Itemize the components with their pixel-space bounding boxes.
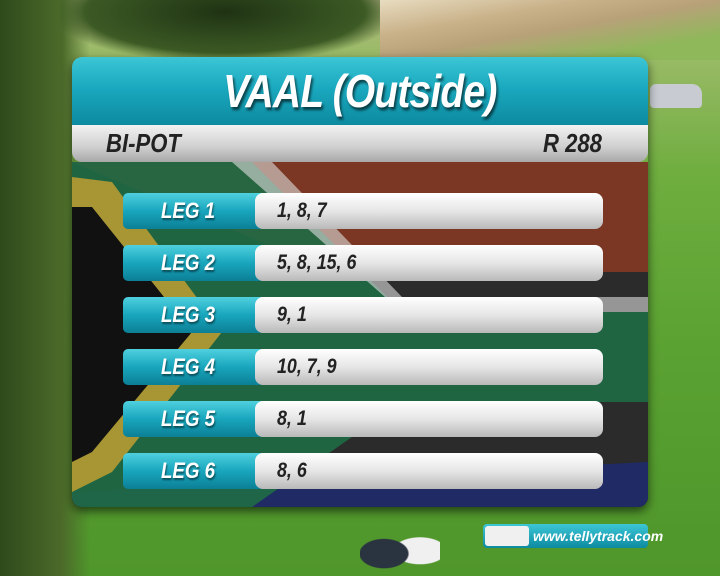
leg-label: LEG 4 <box>123 349 263 385</box>
title-text: VAAL (Outside) <box>223 65 497 117</box>
leg-value: 5, 8, 15, 6 <box>255 245 603 281</box>
leg-row: LEG 5 8, 1 <box>123 401 603 437</box>
tellytrack-logo <box>485 526 529 546</box>
bet-panel: VAAL (Outside) BI-POT R 288 LEG 1 1, 8, 7… <box>72 57 648 507</box>
background-racetrack <box>380 0 720 60</box>
leg-row: LEG 6 8, 6 <box>123 453 603 489</box>
subheader-bar: BI-POT R 288 <box>72 125 648 162</box>
leg-row: LEG 1 1, 8, 7 <box>123 193 603 229</box>
leg-value: 8, 6 <box>255 453 603 489</box>
tellytrack-banner: www.tellytrack.com <box>483 524 663 548</box>
bet-type: BI-POT <box>106 128 181 158</box>
leg-label: LEG 3 <box>123 297 263 333</box>
leg-value: 9, 1 <box>255 297 603 333</box>
background-treetop <box>60 0 390 60</box>
leg-label: LEG 5 <box>123 401 263 437</box>
leg-label: LEG 1 <box>123 193 263 229</box>
leg-value: 1, 8, 7 <box>255 193 603 229</box>
leg-label: LEG 2 <box>123 245 263 281</box>
leg-row: LEG 2 5, 8, 15, 6 <box>123 245 603 281</box>
leg-label: LEG 6 <box>123 453 263 489</box>
leg-row: LEG 3 9, 1 <box>123 297 603 333</box>
website-url: www.tellytrack.com <box>533 528 664 544</box>
pool-amount: R 288 <box>542 128 602 158</box>
page-title: VAAL (Outside) <box>72 57 648 125</box>
background-people <box>360 520 440 576</box>
leg-row: LEG 4 10, 7, 9 <box>123 349 603 385</box>
leg-value: 10, 7, 9 <box>255 349 603 385</box>
background-car <box>650 84 702 108</box>
leg-value: 8, 1 <box>255 401 603 437</box>
